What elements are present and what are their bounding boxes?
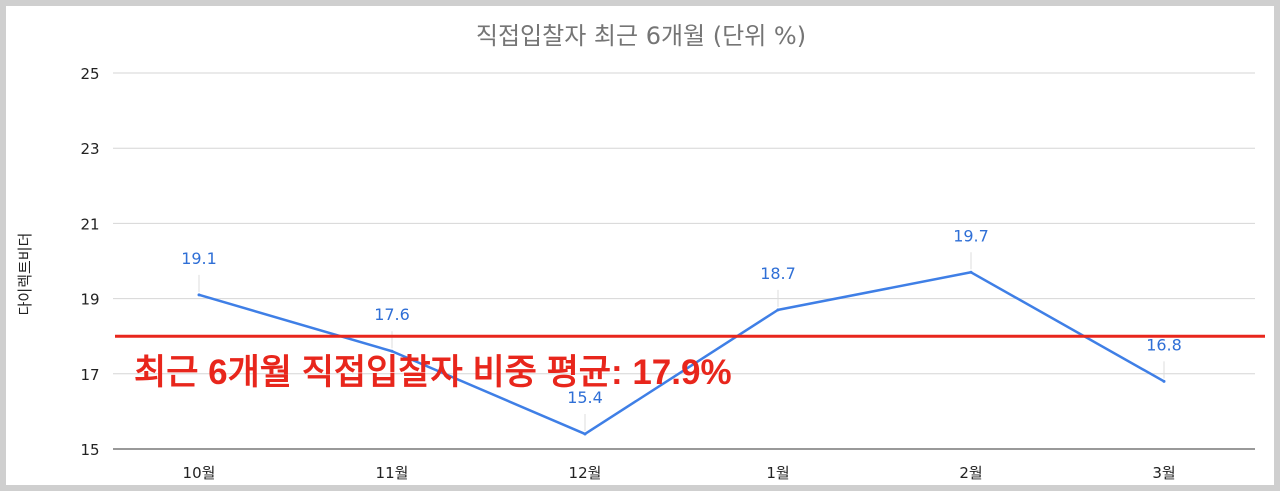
average-annotation: 최근 6개월 직접입찰자 비중 평균: 17.9% <box>134 353 732 392</box>
data-labels: 19.1 17.6 15.4 18.7 19.7 16.8 <box>181 226 1182 431</box>
data-label: 17.6 <box>374 305 410 324</box>
y-tick-label: 23 <box>80 140 99 158</box>
line-chart: 직접입찰자 최근 6개월 (단위 %) 다이렉트비더 151719212325 … <box>16 22 1265 482</box>
data-label: 16.8 <box>1146 335 1182 354</box>
x-tick-label: 2월 <box>959 464 982 482</box>
data-point <box>1162 379 1166 383</box>
y-tick-label: 19 <box>80 291 99 309</box>
grid-lines <box>113 72 1255 450</box>
x-tick-label: 11월 <box>376 464 409 482</box>
y-tick-label: 21 <box>80 215 99 233</box>
data-label: 15.4 <box>567 388 603 407</box>
y-tick-label: 15 <box>80 441 99 459</box>
chart-title: 직접입찰자 최근 6개월 (단위 %) <box>476 22 806 50</box>
y-tick-label: 25 <box>80 65 99 83</box>
data-label: 18.7 <box>760 264 796 283</box>
x-axis-ticks: 10월 11월 12월 1월 2월 3월 <box>183 464 1176 482</box>
data-point <box>583 432 587 436</box>
data-label: 19.1 <box>181 249 217 268</box>
series-line <box>198 271 1165 436</box>
x-tick-label: 3월 <box>1152 464 1175 482</box>
data-point <box>390 349 394 353</box>
y-axis-label: 다이렉트비더 <box>16 233 34 316</box>
y-axis-ticks: 15 17 19 21 23 25 <box>80 65 99 459</box>
x-tick-label: 12월 <box>569 464 602 482</box>
data-point <box>776 308 780 312</box>
data-label: 19.7 <box>953 226 989 245</box>
x-tick-label: 1월 <box>766 464 789 482</box>
data-point <box>969 270 973 274</box>
series-layer <box>197 270 1166 436</box>
x-tick-label: 10월 <box>183 464 216 482</box>
data-point <box>197 293 201 297</box>
y-tick-label: 17 <box>80 366 99 384</box>
